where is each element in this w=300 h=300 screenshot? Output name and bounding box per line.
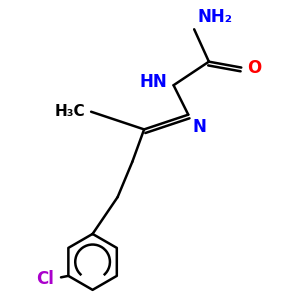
Text: Cl: Cl — [36, 270, 54, 288]
Text: NH₂: NH₂ — [197, 8, 232, 26]
Text: HN: HN — [140, 73, 168, 91]
Text: H₃C: H₃C — [55, 104, 85, 119]
Text: N: N — [193, 118, 207, 136]
Text: O: O — [247, 58, 261, 76]
